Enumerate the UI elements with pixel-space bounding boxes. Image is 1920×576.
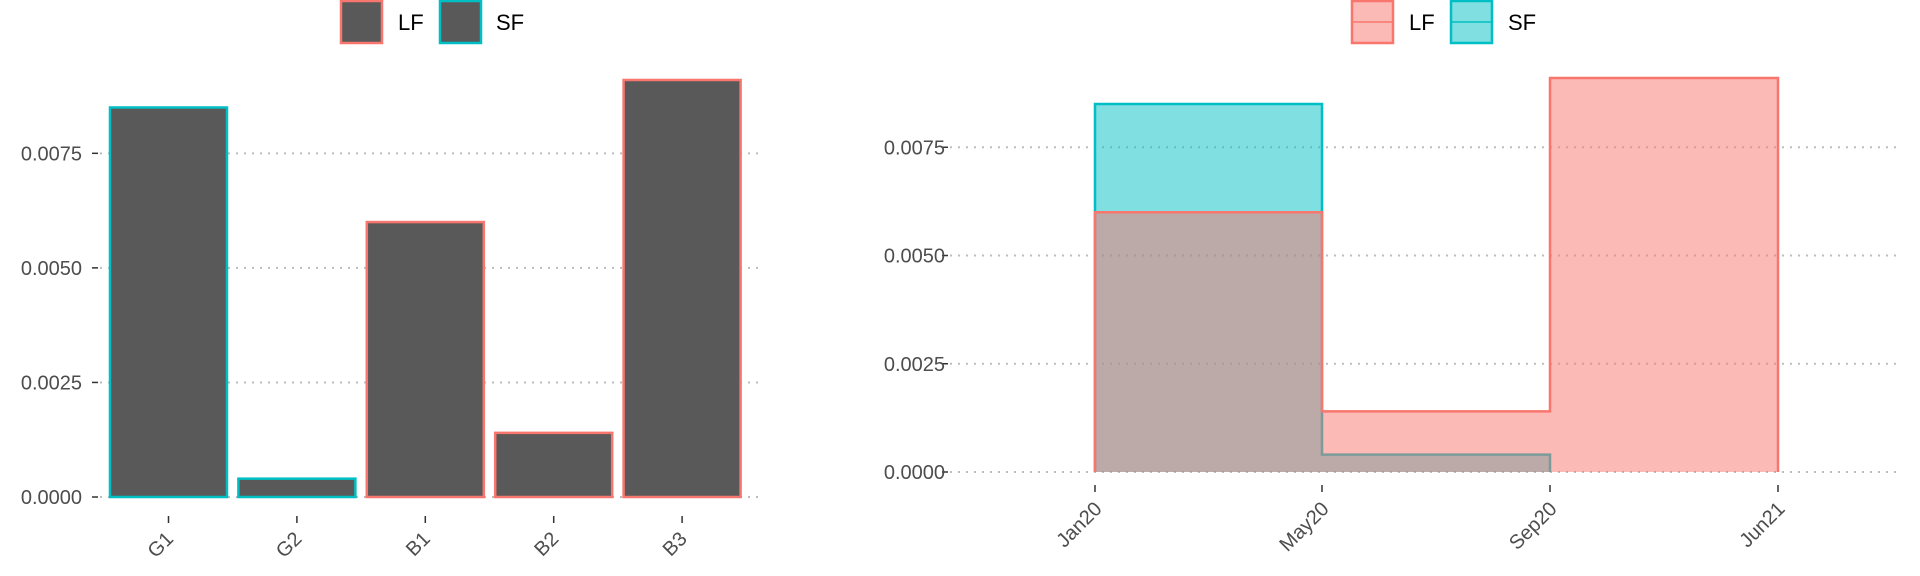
legend-key-sf bbox=[1449, 0, 1494, 45]
legend: LF SF bbox=[1350, 0, 1536, 45]
legend-label-lf: LF bbox=[398, 10, 424, 35]
x-tick-label: B1 bbox=[402, 528, 435, 561]
y-tick-label: 0.0050 bbox=[21, 258, 82, 280]
x-tick-label: Jan20 bbox=[1052, 498, 1106, 552]
bar-g1 bbox=[108, 106, 229, 499]
legend: LF SF bbox=[339, 0, 524, 45]
bar-b3 bbox=[622, 78, 742, 499]
area-lf-2 bbox=[1550, 78, 1778, 472]
y-tick-label: 0.0000 bbox=[21, 487, 82, 509]
y-tick-label: 0.0025 bbox=[21, 372, 82, 394]
legend-key-sf bbox=[438, 0, 483, 45]
x-tick-label: G2 bbox=[272, 528, 306, 562]
outline-lf bbox=[1093, 76, 1780, 472]
series-lf bbox=[1093, 76, 1780, 472]
x-axis: G1 G2 B1 B2 B3 bbox=[144, 516, 692, 562]
y-tick-label: 0.0075 bbox=[21, 143, 82, 165]
y-tick-label: 0.0075 bbox=[884, 137, 945, 159]
x-tick-label: Jun21 bbox=[1735, 498, 1789, 552]
bar-b1 bbox=[365, 220, 486, 499]
legend-key-lf bbox=[339, 0, 384, 45]
y-tick-label: 0.0000 bbox=[884, 462, 945, 484]
x-tick-label: B2 bbox=[530, 528, 563, 561]
legend-key-lf bbox=[1350, 0, 1395, 45]
x-tick-label: G1 bbox=[144, 528, 178, 562]
legend-label-sf: SF bbox=[496, 10, 524, 35]
bars bbox=[108, 78, 742, 499]
x-tick-label: B3 bbox=[659, 528, 692, 561]
y-tick-label: 0.0050 bbox=[884, 246, 945, 268]
y-tick-label: 0.0025 bbox=[884, 354, 945, 376]
legend-label-lf: LF bbox=[1409, 10, 1435, 35]
y-axis: 0.0000 0.0025 0.0050 0.0075 bbox=[884, 137, 948, 484]
bar-chart: LF SF 0.0000 0.0025 0.0050 0.0075 G1 G2 B1 B2 B… bbox=[21, 0, 760, 562]
bar-b2 bbox=[493, 431, 614, 499]
x-tick-label: Sep20 bbox=[1505, 498, 1561, 554]
y-axis: 0.0000 0.0025 0.0050 0.0075 bbox=[21, 143, 98, 509]
area-lf-0 bbox=[1095, 212, 1322, 472]
bar-g2 bbox=[237, 477, 357, 499]
area-lf-1 bbox=[1322, 411, 1550, 472]
x-axis: Jan20 May20 Sep20 Jun21 bbox=[1052, 485, 1790, 556]
step-area-chart: LF SF 0.0000 0.0025 0.0050 0.0075 Jan20 May2… bbox=[884, 0, 1900, 556]
x-tick-label: May20 bbox=[1276, 498, 1334, 556]
legend-label-sf: SF bbox=[1508, 10, 1536, 35]
areas bbox=[1093, 76, 1780, 472]
